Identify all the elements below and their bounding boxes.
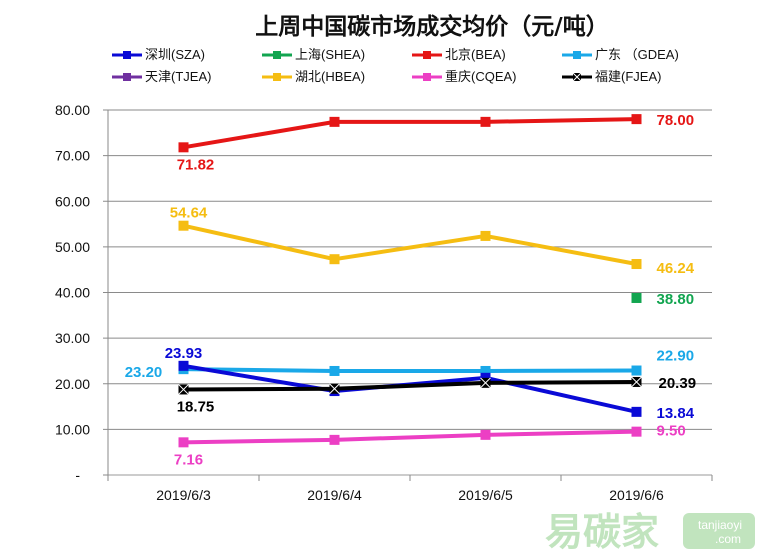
- series-fjea: [178, 376, 642, 395]
- data-point: [178, 360, 189, 371]
- legend-marker: [273, 73, 281, 81]
- data-point: [631, 365, 642, 376]
- data-point: [631, 114, 642, 125]
- legend-item-bea: 北京(BEA): [412, 47, 506, 62]
- legend-marker: [123, 51, 131, 59]
- data-point: [178, 142, 189, 153]
- legend-label: 广东 （GDEA): [595, 47, 679, 62]
- watermark: 易碳家 tanjiaoyi .com: [545, 510, 755, 554]
- legend-item-fjea: 福建(FJEA): [562, 69, 661, 84]
- legend-marker: [573, 51, 581, 59]
- legend-item-shea: 上海(SHEA): [262, 47, 365, 62]
- data-point: [329, 434, 340, 445]
- data-label: 54.64: [170, 205, 208, 222]
- series-line: [183, 429, 637, 445]
- data-label: 71.82: [177, 156, 215, 173]
- data-label: 20.39: [659, 375, 697, 392]
- watermark-brand: 易碳家: [545, 510, 659, 554]
- y-tick-label: 30.00: [55, 330, 90, 346]
- y-tick-label: 20.00: [55, 376, 90, 392]
- y-tick-label: 10.00: [55, 421, 90, 437]
- series-line: [183, 367, 637, 373]
- legend-marker: [423, 73, 431, 81]
- series-hbea: [178, 220, 642, 270]
- legend-item-sza: 深圳(SZA): [112, 47, 205, 62]
- legend-marker: [273, 51, 281, 59]
- legend-marker: [123, 73, 131, 81]
- y-tick-label: 70.00: [55, 148, 90, 164]
- legend: 深圳(SZA) 上海(SHEA) 北京(BEA) 广东 （GDEA) 天津(TJEA) 湖…: [112, 47, 679, 84]
- watermark-site-2: .com: [715, 532, 741, 546]
- data-point: [480, 372, 491, 383]
- data-label: 18.75: [177, 398, 215, 415]
- series-line: [183, 117, 637, 150]
- data-label: 13.84: [657, 405, 695, 422]
- data-label: 22.90: [657, 348, 695, 365]
- watermark-site-1: tanjiaoyi: [698, 518, 742, 532]
- data-point: [480, 116, 491, 127]
- y-tick-label: -: [75, 467, 80, 483]
- series-line: [183, 379, 637, 392]
- series-cqea: [178, 426, 642, 448]
- data-point-x: [631, 376, 642, 388]
- x-tick-label: 2019/6/4: [307, 487, 362, 503]
- data-label: 38.80: [657, 291, 695, 308]
- legend-item-cqea: 重庆(CQEA): [412, 69, 517, 84]
- series-bea: [178, 114, 642, 153]
- legend-marker: [423, 51, 431, 59]
- data-label: 46.24: [657, 260, 695, 277]
- data-point: [178, 437, 189, 448]
- legend-item-hbea: 湖北(HBEA): [262, 69, 365, 84]
- data-point-x: [178, 384, 189, 395]
- legend-item-tjea: 天津(TJEA): [112, 69, 211, 84]
- data-point: [329, 365, 340, 376]
- y-axis: - 10.00 20.00 30.00 40.00 50.00 60.00 70.00 80.0…: [55, 102, 109, 483]
- data-point: [480, 230, 491, 241]
- data-point: [329, 116, 340, 127]
- data-label: 23.93: [165, 345, 203, 362]
- data-point: [480, 429, 491, 440]
- watermark-badge: [683, 513, 755, 549]
- data-point: [631, 292, 642, 303]
- y-tick-label: 40.00: [55, 285, 90, 301]
- data-point: [329, 254, 340, 265]
- y-tick-label: 60.00: [55, 193, 90, 209]
- legend-label: 深圳(SZA): [145, 47, 205, 62]
- series-line: [183, 223, 637, 266]
- series-shea: [631, 292, 642, 303]
- data-point: [631, 406, 642, 417]
- x-tick-label: 2019/6/5: [458, 487, 513, 503]
- data-point: [631, 426, 642, 437]
- y-tick-label: 80.00: [55, 102, 90, 118]
- legend-label: 北京(BEA): [445, 47, 506, 62]
- chart-title: 上周中国碳市场成交均价（元/吨）: [255, 13, 608, 40]
- series-gdea: [178, 364, 642, 376]
- data-labels: 23.93 13.84 38.80 71.82 78.00 23.20 22.90 54.64…: [125, 112, 696, 468]
- x-tick-label: 2019/6/6: [609, 487, 664, 503]
- legend-item-gdea: 广东 （GDEA): [562, 47, 679, 62]
- y-tick-label: 50.00: [55, 239, 90, 255]
- data-point: [480, 365, 491, 376]
- data-label: 7.16: [174, 451, 203, 468]
- legend-label: 湖北(HBEA): [295, 69, 365, 84]
- data-label: 9.50: [657, 423, 686, 440]
- legend-label: 上海(SHEA): [295, 47, 365, 62]
- legend-label: 重庆(CQEA): [445, 69, 517, 84]
- data-point-x: [480, 377, 491, 389]
- data-label: 78.00: [657, 112, 695, 129]
- x-tick-label: 2019/6/3: [156, 487, 211, 503]
- legend-label: 福建(FJEA): [595, 69, 661, 84]
- x-axis: 2019/6/3 2019/6/4 2019/6/5 2019/6/6: [107, 475, 713, 503]
- legend-x-mark: [572, 72, 582, 82]
- data-point: [631, 259, 642, 270]
- series-layer: [178, 114, 642, 448]
- legend-label: 天津(TJEA): [145, 69, 211, 84]
- data-label: 23.20: [125, 364, 163, 381]
- data-point: [178, 220, 189, 231]
- data-point-x: [329, 383, 340, 395]
